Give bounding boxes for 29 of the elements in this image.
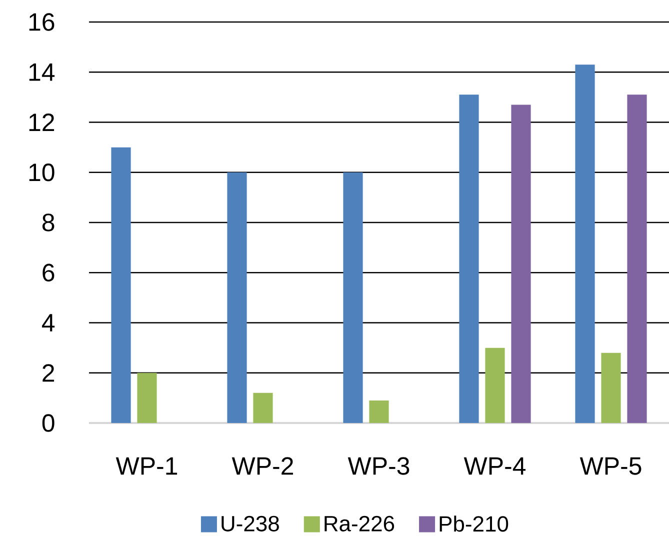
- y-tick-label: 12: [29, 114, 54, 131]
- y-tick-label: 0: [42, 414, 54, 432]
- y-tick-label: 2: [42, 364, 54, 382]
- y-tick-label: 16: [29, 13, 54, 31]
- bar: [369, 400, 389, 424]
- bar: [253, 392, 273, 424]
- y-tick-label: 4: [42, 314, 55, 332]
- bar: [511, 104, 531, 424]
- bar: [601, 352, 621, 424]
- y-tick-label: 8: [42, 214, 54, 232]
- legend-label: U-238: [222, 516, 279, 532]
- x-tick-label: WP-1: [116, 457, 178, 475]
- x-tick-label: WP-2: [232, 457, 293, 475]
- bar: [459, 94, 479, 424]
- y-tick-label: 14: [29, 64, 55, 81]
- legend-label: Ra-226: [324, 516, 394, 532]
- y-tick-label: 10: [29, 164, 54, 182]
- x-tick-label: WP-3: [348, 457, 410, 475]
- bar: [343, 172, 363, 424]
- bar: [627, 94, 647, 424]
- bar: [137, 372, 157, 424]
- x-tick-label: WP-4: [464, 457, 526, 475]
- bar: [227, 172, 247, 424]
- legend-label: Pb-210: [440, 516, 508, 532]
- bar: [111, 147, 131, 424]
- bar: [485, 348, 505, 424]
- bar: [575, 64, 595, 424]
- y-tick-label: 6: [42, 264, 54, 282]
- x-tick-label: WP-5: [580, 457, 642, 475]
